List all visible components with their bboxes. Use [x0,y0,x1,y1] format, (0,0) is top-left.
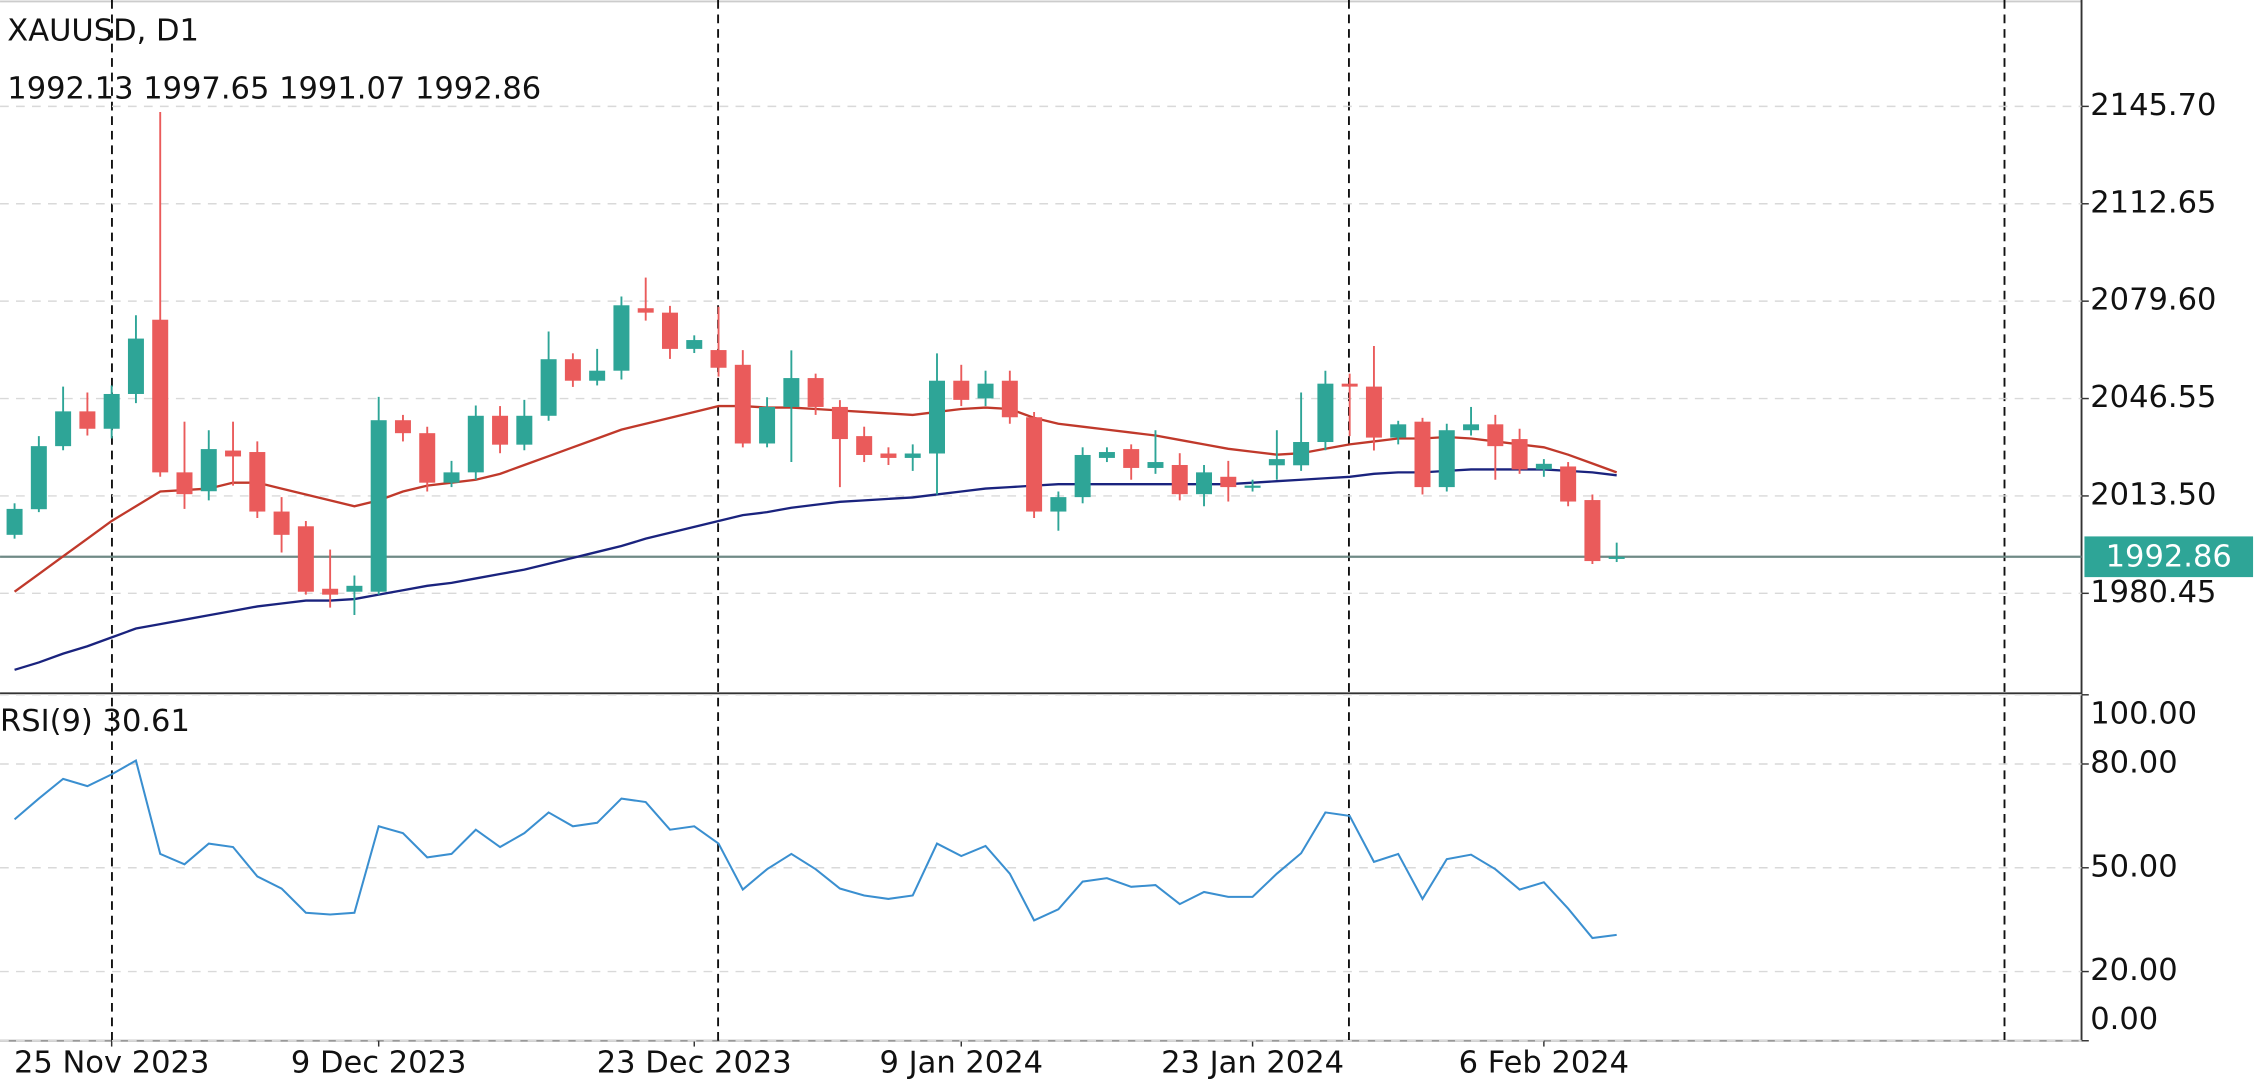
candle-body [929,380,945,454]
candle-body [856,436,873,455]
candle-body [273,511,290,535]
candle-body [1560,466,1577,502]
y-tick-label: 2046.55 [2090,380,2216,415]
candle-body [1050,497,1067,512]
candle-body [880,453,897,458]
y-tick-label: 80.00 [2090,745,2177,780]
y-tick-label: 2013.50 [2090,477,2216,512]
candle-body [200,449,217,492]
candle-body [540,359,557,416]
price-label-box [2084,536,2254,578]
candle-body [419,433,436,483]
candle-body [831,406,848,440]
candle-body [904,453,921,458]
candle-body [759,406,776,444]
candle-body [492,415,509,445]
ohlc-text: 1992.13 1997.65 1991.07 1992.86 [7,72,541,107]
candle-body [127,338,144,394]
candle-body [322,588,339,595]
candle-body [977,383,994,399]
candle-body [1196,472,1213,495]
candle-body [1317,383,1334,443]
candle-body [103,393,120,429]
x-tick-label: 9 Dec 2023 [291,1046,467,1080]
candle-body [394,420,411,434]
y-tick-label: 20.00 [2090,953,2177,988]
candle-body [79,411,96,429]
candle-body [1438,430,1455,488]
y-tick-label: 0.00 [2090,1002,2158,1037]
x-tick-label: 23 Dec 2023 [597,1046,792,1080]
candle-body [516,415,533,445]
candle-body [467,415,484,473]
candle-body [1463,424,1480,431]
candle-body [30,446,47,510]
candle-body [1001,380,1018,418]
indicator-line [13,758,1617,940]
x-tick-label: 25 Nov 2023 [14,1046,209,1080]
candle-body [443,472,460,483]
candle-body [1511,439,1528,470]
y-tick-label: 2112.65 [2090,185,2216,220]
candle-body [1608,556,1625,559]
candle-body [1341,383,1358,387]
candle-body [297,526,314,592]
x-tick-label: 9 Jan 2024 [880,1046,1044,1080]
candle-body [637,308,654,313]
candle-body [176,472,193,495]
candle-body [1487,424,1504,447]
candle-body [807,378,824,407]
candle-body [55,411,72,447]
candle-body [6,508,23,535]
x-tick-label: 6 Feb 2024 [1459,1046,1630,1080]
candle-body [1535,463,1552,470]
candle-body [564,359,581,381]
candle-body [1268,459,1285,466]
candle-body [589,370,606,381]
candle-body [1293,442,1310,466]
candle-body [1098,452,1115,458]
candle-body [1390,424,1407,438]
y-tick-label: 100.00 [2090,697,2197,732]
candle-body [1244,485,1261,488]
price-label: 1992.86 [2106,540,2232,575]
y-tick-label: 2145.70 [2090,88,2216,123]
candle-body [661,312,678,349]
candle-body [686,340,703,349]
y-tick-label: 1980.45 [2090,575,2216,610]
candle-body [1220,476,1237,488]
candle-body [1074,454,1091,498]
candle-body [1123,449,1140,468]
candle-body [225,450,242,457]
moving-average-line [14,468,1617,671]
candle-body [783,378,800,407]
candle-body [346,585,363,592]
candle-body [1147,462,1164,468]
chart-title: XAUUSD, D1 [7,13,199,48]
candle-body [1171,464,1188,495]
candle-body [734,364,751,444]
candle-body [710,350,727,368]
y-tick-label: 2079.60 [2090,283,2216,318]
candle-body [152,319,169,473]
candle-body [613,305,630,371]
candle-body [249,452,266,512]
candle-body [1584,500,1601,562]
candle-body [1026,417,1043,512]
candle-body [1414,421,1431,488]
candle-body [370,420,387,592]
candle-body [1365,386,1382,438]
y-tick-label: 50.00 [2090,849,2177,884]
candle-body [953,380,970,400]
x-tick-label: 23 Jan 2024 [1161,1046,1344,1080]
indicator-title: RSI(9) 30.61 [0,704,190,739]
